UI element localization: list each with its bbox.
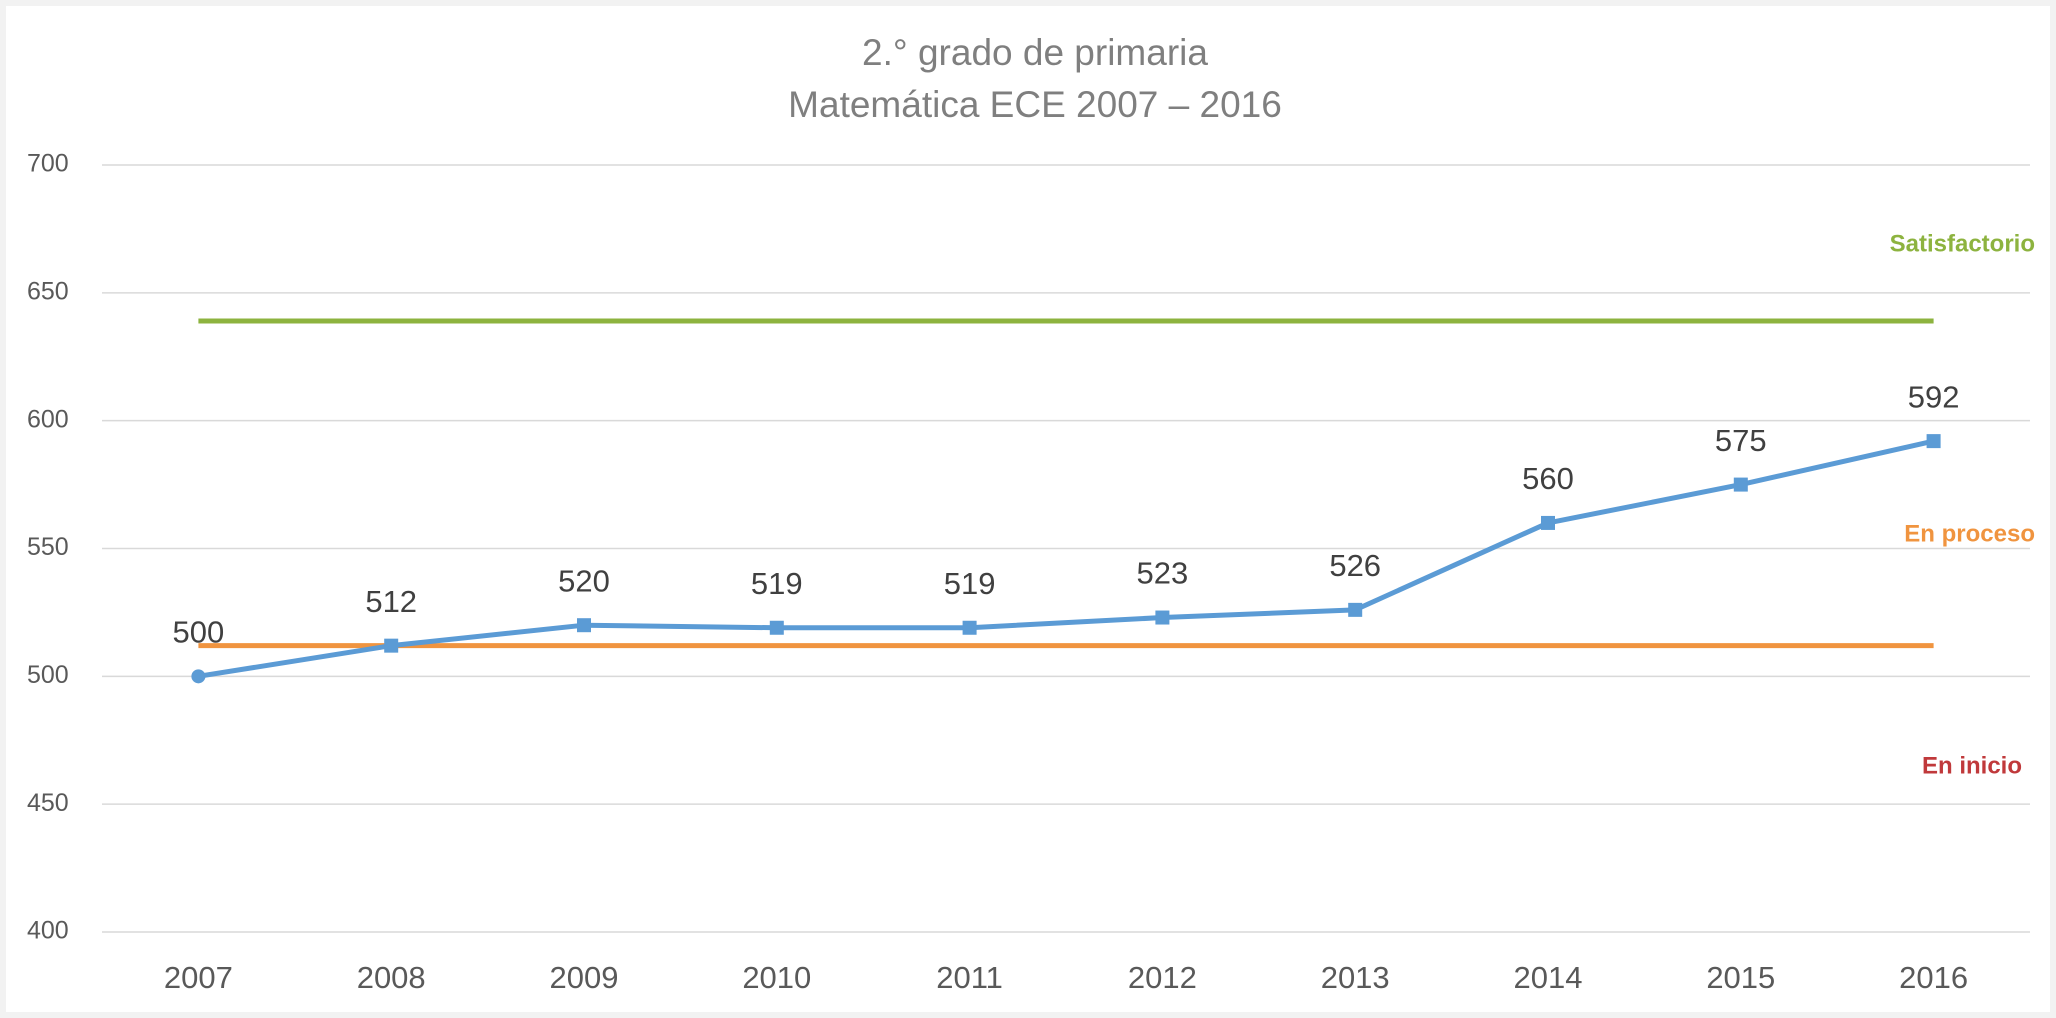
chart-title: 2.° grado de primaria (862, 32, 1208, 73)
x-tick-label: 2015 (1706, 960, 1775, 995)
data-label: 520 (558, 563, 610, 598)
data-label: 519 (751, 566, 803, 601)
y-tick-label: 550 (27, 533, 69, 561)
point (1155, 610, 1170, 625)
point (384, 638, 399, 653)
x-tick-label: 2011 (936, 960, 1003, 995)
x-tick-label: 2016 (1899, 960, 1968, 995)
y-tick-label: 700 (27, 150, 69, 178)
data-label: 526 (1329, 548, 1381, 583)
point (962, 620, 977, 635)
y-tick-label: 450 (27, 789, 69, 817)
reference-label: En proceso (1904, 520, 2035, 547)
data-label: 500 (173, 615, 225, 650)
data-label: 592 (1908, 379, 1960, 414)
reference-label: Satisfactorio (1890, 230, 2035, 257)
point (191, 669, 206, 684)
point (1348, 602, 1363, 617)
x-tick-label: 2012 (1128, 960, 1197, 995)
point (1541, 515, 1555, 530)
line-series (198, 438, 1935, 679)
point (769, 620, 784, 635)
point (1733, 477, 1748, 492)
chart-area (6, 6, 2050, 1012)
x-tick-label: 2007 (164, 960, 233, 995)
x-tick-label: 2014 (1514, 960, 1583, 995)
y-tick-label: 650 (27, 277, 69, 305)
y-tick-label: 500 (27, 661, 69, 689)
x-tick-label: 2008 (357, 960, 426, 995)
x-tick-label: 2010 (742, 960, 811, 995)
y-tick-label: 400 (27, 917, 69, 945)
data-label: 512 (365, 584, 417, 619)
point (1926, 434, 1941, 449)
data-label: 523 (1137, 556, 1189, 591)
x-tick-label: 2013 (1321, 960, 1390, 995)
data-label: 575 (1715, 423, 1767, 458)
chart-subtitle: Matemática ECE 2007 – 2016 (788, 84, 1282, 125)
annotation: En inicio (1922, 752, 2022, 779)
data-label: 519 (944, 566, 996, 601)
data-label: 560 (1522, 461, 1574, 496)
x-tick-label: 2009 (550, 960, 619, 995)
point (577, 618, 591, 633)
y-tick-label: 600 (27, 405, 69, 433)
